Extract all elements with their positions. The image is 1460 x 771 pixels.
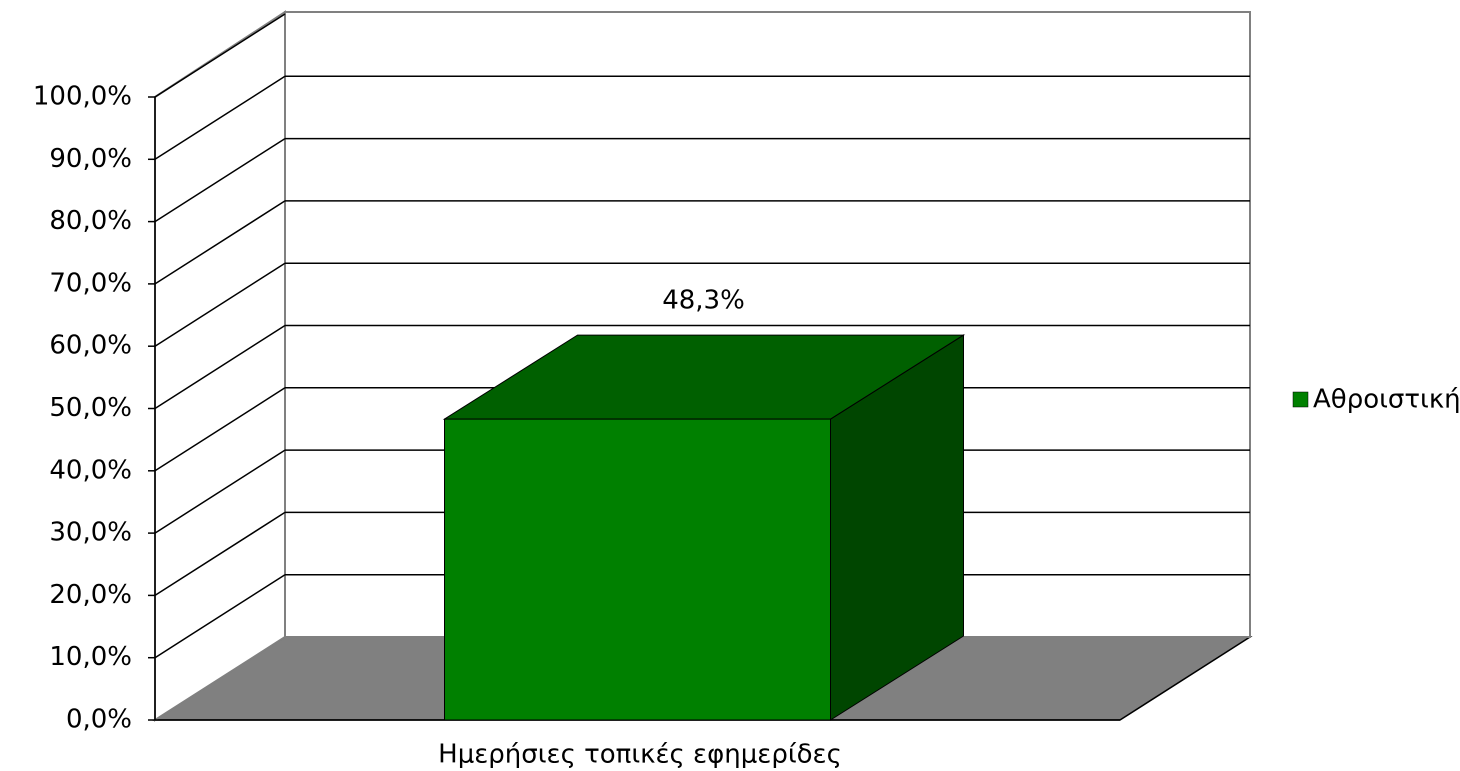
y-tick-label: 80,0%: [49, 206, 132, 236]
x-tick-label: Ημερήσιες τοπικές εφημερίδες: [438, 740, 842, 770]
grid-line: [154, 200, 286, 285]
y-tick-label: 90,0%: [49, 144, 132, 174]
legend-swatch: [1292, 391, 1309, 408]
y-tick-label: 100,0%: [33, 82, 132, 112]
data-label: 48,3%: [662, 286, 745, 316]
y-tick-label: 70,0%: [49, 268, 132, 298]
y-tick-label: 60,0%: [49, 331, 132, 361]
grid-line: [154, 13, 286, 98]
y-tick-label: 10,0%: [49, 642, 132, 672]
legend-label: Αθροιστική: [1313, 385, 1460, 415]
grid-line: [154, 574, 286, 659]
y-tick-label: 0,0%: [66, 705, 132, 735]
grid-line: [154, 449, 286, 534]
grid-line: [154, 511, 286, 597]
grid-line: [154, 324, 286, 410]
bar: [444, 418, 831, 721]
y-tick-label: 30,0%: [49, 518, 132, 548]
y-tick-label: 40,0%: [49, 455, 132, 485]
grid-line: [154, 137, 286, 223]
grid-line: [154, 387, 286, 472]
grid-line: [154, 262, 286, 347]
y-tick-label: 50,0%: [49, 393, 132, 423]
grid-line: [154, 75, 286, 160]
y-tick-label: 20,0%: [49, 580, 132, 610]
